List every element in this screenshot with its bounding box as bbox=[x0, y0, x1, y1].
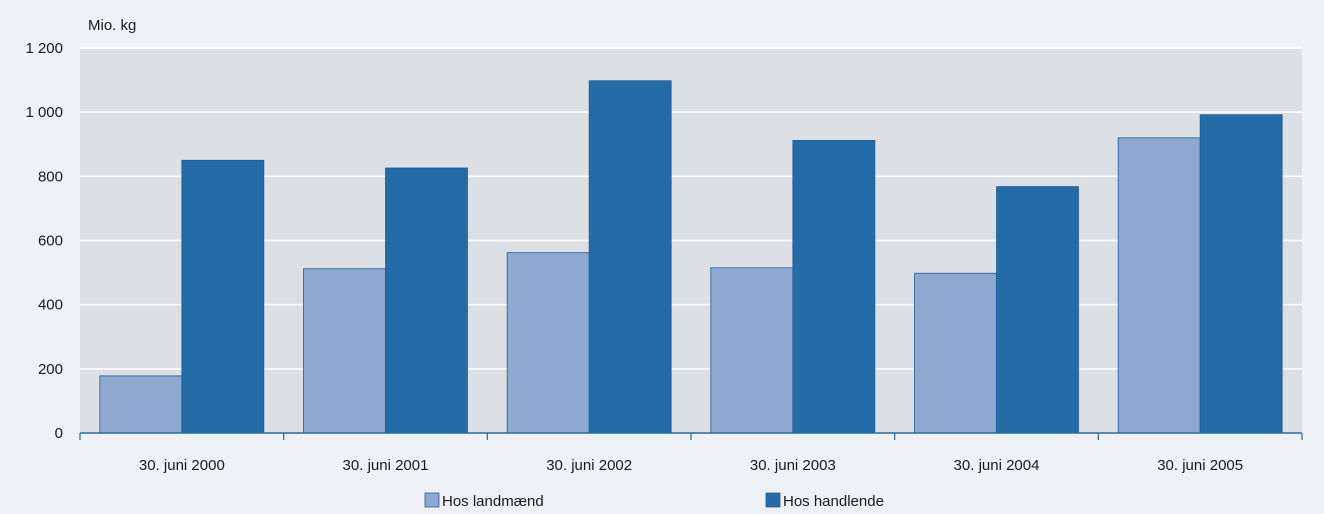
bars bbox=[99, 80, 1283, 434]
x-tick-label: 30. juni 2000 bbox=[139, 457, 225, 474]
x-tick-label: 30. juni 2002 bbox=[546, 457, 632, 474]
x-tick-label: 30. juni 2001 bbox=[343, 457, 429, 474]
bar-hos-landmaend bbox=[506, 252, 590, 434]
bar-hos-landmaend bbox=[1117, 137, 1201, 434]
y-axis-ticks: 0 200 400 600 800 1 000 1 200 bbox=[25, 40, 63, 442]
bar-hos-landmaend bbox=[99, 375, 183, 434]
gridlines bbox=[80, 47, 1302, 370]
legend-label-hos-handlende: Hos handlende bbox=[783, 493, 884, 510]
legend-swatch-hos-handlende bbox=[765, 492, 781, 508]
bar-hos-landmaend bbox=[303, 268, 386, 434]
legend-swatch-hos-landmaend bbox=[424, 492, 440, 508]
y-axis-unit-label: Mio. kg bbox=[88, 17, 136, 34]
bar-hos-handlende bbox=[792, 139, 876, 434]
bar-hos-handlende bbox=[181, 159, 265, 434]
bar-hos-landmaend bbox=[710, 267, 794, 434]
y-tick-label: 200 bbox=[38, 361, 63, 378]
y-tick-label: 1 000 bbox=[25, 104, 63, 121]
legend: Hos landmænd Hos handlende bbox=[424, 492, 884, 510]
y-tick-label: 1 200 bbox=[25, 40, 63, 57]
bar-hos-handlende bbox=[588, 80, 672, 434]
y-tick-label: 0 bbox=[55, 425, 63, 442]
y-tick-label: 400 bbox=[38, 297, 63, 314]
y-tick-label: 800 bbox=[38, 168, 63, 185]
bar-hos-handlende bbox=[1199, 114, 1283, 434]
x-tick-label: 30. juni 2003 bbox=[750, 457, 836, 474]
bar-hos-handlende bbox=[996, 186, 1079, 434]
x-tick-label: 30. juni 2004 bbox=[954, 457, 1040, 474]
bar-hos-handlende bbox=[385, 167, 468, 434]
y-tick-label: 600 bbox=[38, 233, 63, 250]
bar-hos-landmaend bbox=[914, 272, 997, 434]
legend-label-hos-landmaend: Hos landmænd bbox=[442, 493, 544, 510]
x-axis-ticks: 30. juni 2000 30. juni 2001 30. juni 2002 3… bbox=[79, 433, 1303, 474]
x-tick-label: 30. juni 2005 bbox=[1157, 457, 1243, 474]
